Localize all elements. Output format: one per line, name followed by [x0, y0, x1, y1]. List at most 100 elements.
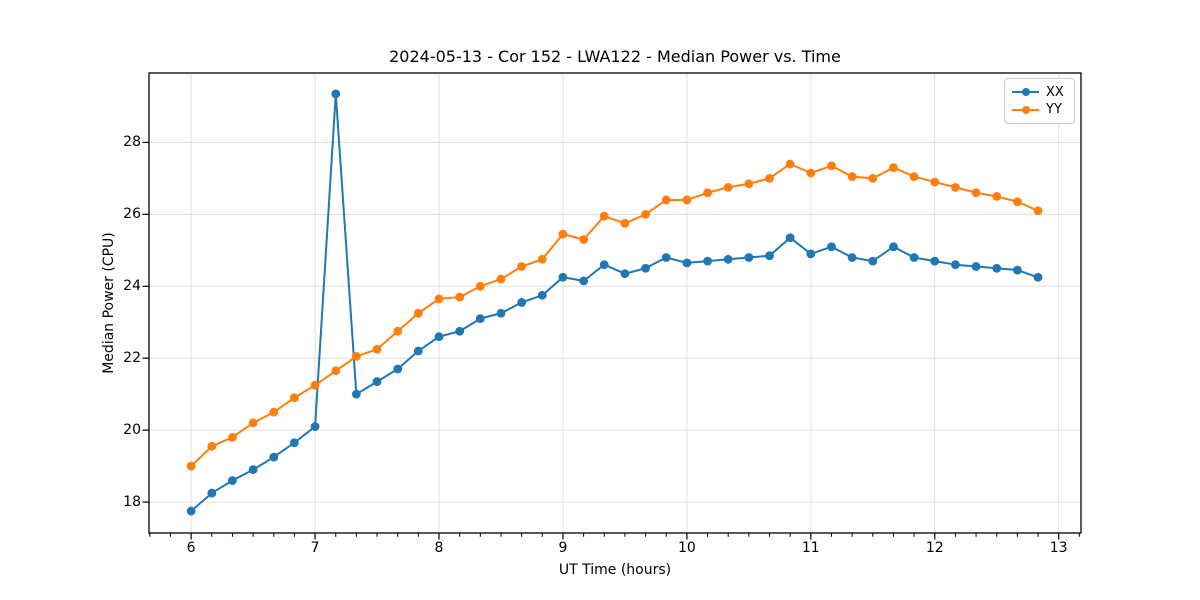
data-point-yy — [909, 172, 919, 181]
data-point-yy — [372, 344, 382, 354]
data-point-yy — [475, 281, 485, 291]
y-tick-label: 20 — [123, 422, 141, 439]
data-point-yy — [620, 218, 630, 228]
data-point-yy — [310, 380, 320, 390]
data-point-xx — [537, 290, 547, 300]
data-point-yy — [558, 229, 568, 239]
data-point-yy — [248, 418, 258, 428]
data-point-yy — [393, 326, 403, 336]
series-line-xx — [190, 92, 1039, 513]
data-point-yy — [413, 308, 423, 318]
legend: XX YY — [1004, 78, 1075, 124]
legend-label: XX — [1046, 84, 1064, 100]
data-point-xx — [413, 346, 423, 356]
data-point-xx — [228, 476, 237, 485]
data-point-yy — [868, 173, 878, 183]
data-point-yy — [682, 195, 692, 205]
data-point-xx — [909, 253, 919, 262]
data-point-yy — [228, 432, 237, 442]
data-point-xx — [372, 377, 382, 386]
x-tick-label: 9 — [558, 540, 568, 556]
data-point-yy — [517, 262, 527, 271]
data-point-xx — [703, 256, 712, 266]
x-tick-label: 6 — [186, 540, 196, 556]
x-axis-label: UT Time (hours) — [558, 562, 672, 578]
x-tick-label: 10 — [677, 540, 696, 556]
data-point-xx — [331, 89, 341, 99]
data-point-yy — [723, 182, 733, 192]
data-point-yy — [992, 191, 1002, 201]
data-point-xx — [868, 256, 878, 266]
data-point-xx — [434, 332, 444, 342]
data-point-xx — [785, 233, 795, 243]
data-point-yy — [785, 159, 795, 169]
data-point-xx — [599, 260, 609, 270]
data-point-yy — [1033, 206, 1043, 216]
data-point-xx — [269, 452, 279, 462]
data-point-xx — [351, 389, 361, 399]
x-tick-label: 11 — [801, 540, 820, 556]
x-tick-label: 12 — [925, 540, 944, 556]
y-tick-label: 18 — [123, 494, 141, 511]
legend-item-xx: XX — [1012, 86, 1067, 99]
data-point-xx — [889, 242, 898, 252]
data-point-yy — [537, 254, 547, 264]
data-point-yy — [744, 179, 754, 189]
data-point-xx — [827, 242, 836, 252]
y-tick-label: 24 — [123, 278, 141, 295]
data-point-xx — [496, 308, 506, 318]
data-point-xx — [847, 253, 857, 262]
data-point-yy — [289, 393, 299, 403]
legend-item-yy: YY — [1012, 103, 1067, 116]
data-point-yy — [889, 163, 898, 172]
data-point-xx — [744, 253, 754, 262]
data-point-xx — [661, 253, 671, 262]
data-point-xx — [558, 272, 568, 282]
data-point-yy — [496, 274, 506, 284]
data-point-xx — [765, 251, 774, 261]
y-tick-label: 26 — [123, 206, 141, 223]
data-point-yy — [207, 441, 217, 451]
data-point-xx — [723, 254, 733, 264]
chart-title: 2024-05-13 - Cor 152 - LWA122 - Median P… — [389, 47, 841, 66]
data-point-xx — [289, 438, 299, 448]
data-point-yy — [599, 211, 609, 221]
data-point-yy — [827, 161, 836, 171]
data-point-yy — [455, 292, 465, 302]
data-point-yy — [661, 195, 671, 205]
x-tick-label: 13 — [1049, 540, 1068, 556]
data-point-yy — [579, 235, 589, 244]
data-point-yy — [434, 294, 444, 304]
data-point-yy — [847, 172, 857, 181]
data-point-yy — [641, 209, 651, 219]
data-point-yy — [765, 173, 774, 183]
series-line-yy — [190, 162, 1039, 468]
data-point-yy — [930, 177, 940, 187]
data-point-xx — [620, 269, 630, 279]
y-tick-label: 22 — [123, 350, 141, 367]
data-point-xx — [393, 364, 403, 374]
data-point-xx — [806, 249, 816, 259]
y-tick-label: 28 — [123, 134, 141, 151]
data-point-yy — [806, 168, 816, 178]
legend-dot-icon — [1021, 105, 1030, 114]
data-point-yy — [703, 188, 712, 198]
data-point-xx — [1013, 265, 1022, 275]
data-point-xx — [517, 298, 527, 307]
data-point-yy — [1013, 197, 1022, 207]
data-point-yy — [331, 366, 341, 376]
plot-frame — [148, 72, 1082, 534]
data-point-yy — [951, 182, 960, 192]
data-point-yy — [351, 352, 361, 361]
data-point-xx — [992, 263, 1002, 273]
legend-line-marker-icon — [1012, 88, 1039, 97]
data-point-yy — [186, 461, 196, 471]
data-point-xx — [930, 256, 940, 266]
data-point-xx — [310, 422, 320, 431]
data-point-xx — [186, 506, 196, 516]
data-point-yy — [971, 188, 981, 198]
data-point-xx — [971, 262, 981, 271]
data-point-yy — [269, 407, 279, 417]
x-tick-label: 7 — [310, 540, 320, 556]
